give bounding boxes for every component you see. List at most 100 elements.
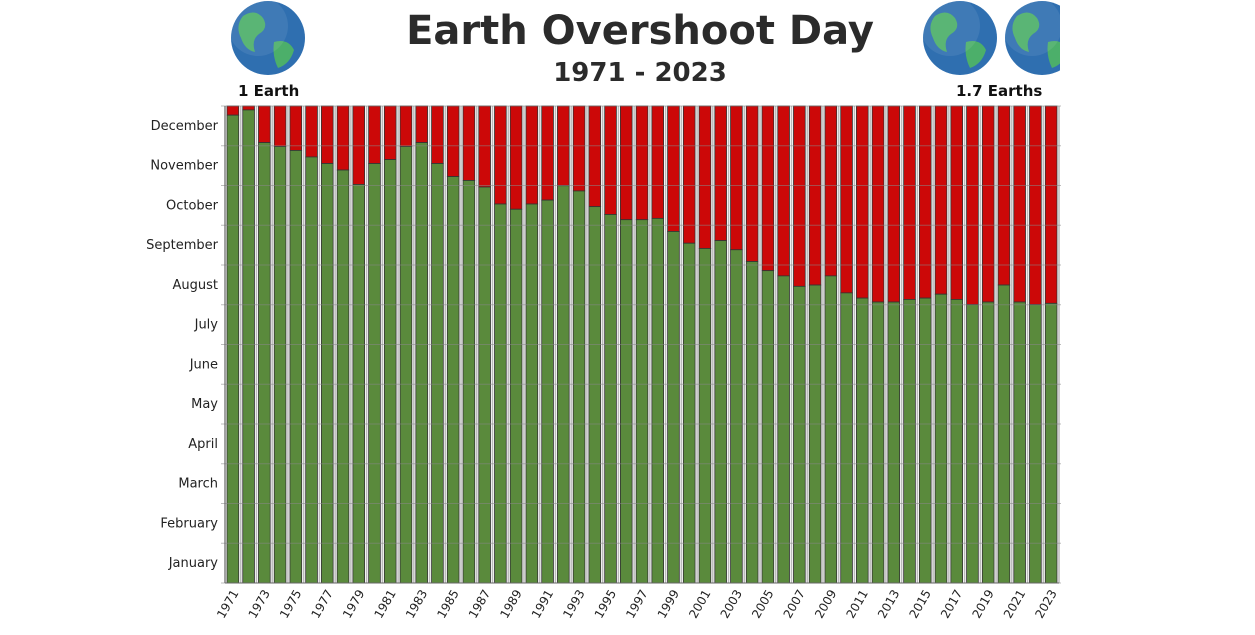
bar-after-2017 — [950, 105, 963, 300]
bar-before-1986 — [462, 180, 476, 584]
bar-after-2006 — [777, 105, 790, 277]
x-tick-label: 1971 — [214, 587, 241, 620]
bar-before-2014 — [903, 299, 916, 584]
bar-after-1978 — [336, 105, 350, 171]
bar-after-2005 — [761, 105, 775, 272]
bar-after-2004 — [745, 105, 759, 262]
bar-before-2011 — [856, 297, 869, 584]
x-tick-label: 2003 — [718, 587, 745, 620]
bar-before-2022 — [1029, 304, 1042, 584]
bar-before-1973 — [258, 142, 271, 584]
y-tick-label: October — [166, 198, 219, 213]
bar-before-2016 — [934, 293, 948, 584]
bar-before-1987 — [478, 186, 491, 584]
bar-before-1994 — [588, 206, 602, 584]
bar-after-2003 — [730, 105, 743, 251]
bar-before-2002 — [714, 240, 727, 584]
bar-before-1998 — [651, 217, 665, 584]
x-tick-label: 2005 — [749, 587, 776, 620]
chart-title: Earth Overshoot Day — [406, 8, 874, 54]
bar-before-1984 — [431, 163, 444, 584]
x-tick-label: 1985 — [434, 587, 461, 620]
bar-before-1991 — [541, 199, 554, 584]
x-tick-label: 2011 — [844, 587, 871, 620]
bar-before-1976 — [305, 156, 318, 584]
bar-after-1996 — [619, 105, 633, 221]
bar-before-2008 — [808, 284, 822, 584]
y-tick-label: July — [194, 318, 219, 333]
bar-before-1982 — [399, 146, 413, 584]
bar-before-2003 — [730, 249, 743, 584]
bar-before-2017 — [950, 299, 963, 584]
bar-before-1981 — [383, 159, 397, 584]
x-tick-label: 1977 — [309, 587, 336, 620]
x-tick-label: 2021 — [1001, 587, 1028, 620]
bar-before-2023 — [1044, 302, 1058, 584]
bar-after-1977 — [321, 105, 334, 164]
y-tick-label: November — [150, 159, 218, 174]
bar-after-2016 — [934, 105, 948, 295]
bar-before-1990 — [525, 203, 539, 584]
earths-label: 1.7 Earths — [956, 82, 1043, 100]
y-tick-label: September — [146, 238, 219, 253]
x-tick-label: 2009 — [812, 587, 839, 620]
x-tick-label: 1979 — [340, 587, 367, 620]
bar-after-1998 — [651, 105, 665, 219]
bar-before-1974 — [273, 146, 287, 584]
x-tick-label: 1999 — [655, 587, 682, 620]
bar-after-1979 — [352, 105, 366, 185]
bar-after-1980 — [368, 105, 381, 164]
x-tick-label: 2017 — [938, 587, 965, 620]
bar-after-1999 — [667, 105, 680, 232]
y-tick-label: August — [173, 278, 219, 293]
bar-after-1987 — [478, 105, 491, 188]
bar-before-2009 — [824, 275, 838, 584]
bar-before-2010 — [840, 292, 853, 584]
bar-after-2013 — [887, 105, 901, 303]
bar-before-1995 — [604, 214, 617, 584]
bar-before-1978 — [336, 169, 350, 584]
x-tick-label: 1987 — [466, 587, 493, 620]
bar-after-1973 — [258, 105, 271, 143]
earth-globe-icon — [228, 0, 305, 75]
x-tick-label: 2023 — [1032, 587, 1059, 620]
bar-before-2020 — [997, 284, 1011, 584]
bar-after-1984 — [431, 105, 444, 164]
bar-before-1979 — [352, 184, 366, 584]
bar-after-2007 — [793, 105, 806, 287]
bar-after-2000 — [682, 105, 696, 244]
bar-after-1976 — [305, 105, 318, 158]
bar-after-1989 — [509, 105, 523, 210]
bar-after-1971 — [226, 105, 240, 116]
bar-before-1996 — [619, 219, 633, 584]
bar-after-2001 — [698, 105, 712, 249]
one-earth-label: 1 Earth — [238, 82, 300, 100]
bar-after-2020 — [997, 105, 1011, 286]
bar-after-1988 — [494, 105, 507, 205]
bar-after-2022 — [1029, 105, 1042, 306]
bar-before-1972 — [242, 109, 255, 584]
bar-before-1988 — [494, 203, 507, 584]
bar-before-2004 — [745, 261, 759, 584]
bar-before-2007 — [793, 285, 806, 584]
earth-globe-icon-partial — [1002, 0, 1060, 75]
bar-after-2002 — [714, 105, 727, 242]
bar-after-2008 — [808, 105, 822, 286]
bar-before-1980 — [368, 163, 381, 584]
bar-before-1985 — [446, 176, 460, 584]
bar-after-1975 — [289, 105, 303, 151]
bar-after-1993 — [572, 105, 586, 192]
bar-after-1990 — [525, 105, 539, 205]
x-tick-label: 1989 — [497, 587, 524, 620]
x-tick-label: 2019 — [969, 587, 996, 620]
bar-after-1995 — [604, 105, 617, 215]
bar-after-1983 — [415, 105, 428, 143]
bar-after-1994 — [588, 105, 602, 208]
bar-after-1982 — [399, 105, 413, 147]
bar-before-1997 — [635, 219, 649, 584]
x-tick-label: 2007 — [781, 587, 808, 620]
x-tick-label: 1995 — [592, 587, 619, 620]
x-tick-label: 1981 — [371, 587, 398, 620]
y-tick-label: December — [151, 119, 219, 134]
